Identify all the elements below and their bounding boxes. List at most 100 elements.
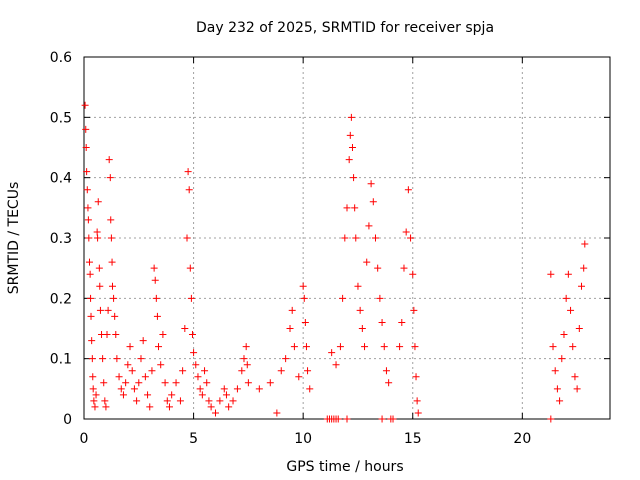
data-point (286, 325, 294, 332)
data-point (105, 156, 113, 164)
data-point (110, 294, 118, 302)
data-point (85, 258, 93, 266)
data-point (229, 397, 237, 405)
data-point (117, 385, 125, 393)
data-point (266, 379, 274, 387)
data-point (304, 367, 312, 375)
data-point (558, 355, 566, 363)
data-point (351, 204, 359, 212)
data-point (82, 125, 90, 133)
data-point (367, 180, 375, 188)
data-point (352, 234, 360, 242)
data-point (553, 385, 561, 393)
data-point (203, 379, 211, 387)
data-point (126, 343, 134, 351)
data-point (152, 294, 160, 302)
data-point (580, 264, 588, 272)
data-point (569, 343, 577, 351)
data-point (112, 331, 120, 339)
data-point (198, 391, 206, 399)
data-point (343, 415, 351, 423)
x-tick-label: 15 (404, 431, 422, 447)
y-tick-labels: 0 0.1 0.2 0.3 0.4 0.5 0.6 (50, 50, 72, 428)
data-point (411, 343, 419, 351)
data-point (81, 101, 89, 109)
data-point (547, 415, 555, 423)
data-point (238, 367, 246, 375)
data-point (91, 403, 99, 411)
data-point (295, 373, 303, 381)
data-point (413, 397, 421, 405)
x-tick-label: 5 (189, 431, 198, 447)
data-point (222, 391, 230, 399)
data-point (108, 282, 116, 290)
data-point (244, 379, 252, 387)
data-point (332, 361, 340, 369)
data-point (186, 264, 194, 272)
data-points (81, 101, 589, 423)
data-point (205, 397, 213, 405)
data-point (82, 144, 90, 151)
data-point (288, 306, 296, 314)
data-point (549, 343, 557, 351)
data-point (376, 294, 384, 302)
data-point (99, 355, 107, 363)
data-point (190, 349, 198, 357)
data-point (277, 367, 285, 375)
data-point (385, 379, 393, 387)
data-point (225, 403, 233, 411)
data-point (348, 144, 356, 151)
data-point (185, 186, 193, 194)
data-point (89, 373, 97, 381)
data-point (159, 331, 167, 339)
data-point (135, 379, 143, 387)
data-point (201, 367, 209, 375)
data-point (86, 270, 94, 278)
data-point (220, 385, 228, 393)
data-point (347, 113, 355, 121)
data-point (414, 409, 422, 417)
data-point (290, 343, 298, 351)
data-point (128, 367, 136, 375)
x-tick-label: 20 (513, 431, 531, 447)
data-point (336, 343, 344, 351)
data-point (151, 276, 159, 284)
data-point (115, 373, 123, 381)
y-tick-label: 0.5 (50, 110, 72, 126)
data-point (113, 355, 121, 363)
data-point (380, 343, 388, 351)
data-point (556, 397, 564, 405)
data-point (165, 403, 173, 411)
data-point (181, 325, 189, 332)
data-point (92, 391, 100, 399)
data-point (183, 234, 191, 242)
x-tick-labels: 0 5 10 15 20 (80, 431, 532, 447)
data-point (382, 367, 390, 375)
data-point (122, 379, 130, 387)
data-point (282, 355, 290, 363)
data-point (378, 318, 386, 326)
data-point (581, 240, 589, 248)
data-point (88, 355, 96, 363)
data-point (163, 397, 171, 405)
data-point (343, 204, 351, 212)
x-tick-label: 0 (80, 431, 89, 447)
y-tick-label: 0.6 (50, 50, 72, 66)
data-point (398, 318, 406, 326)
data-point (255, 385, 263, 393)
data-point (567, 306, 575, 314)
data-point (363, 258, 371, 266)
data-point (94, 234, 102, 242)
data-point (119, 391, 127, 399)
data-point (184, 168, 192, 176)
y-tick-label: 0.3 (50, 231, 72, 247)
data-point (345, 156, 353, 164)
data-point (369, 198, 377, 206)
data-point (410, 306, 418, 314)
data-point (575, 325, 583, 332)
data-point (84, 204, 92, 212)
data-point (148, 367, 156, 375)
data-point (88, 337, 96, 345)
data-point (212, 409, 219, 417)
data-point (400, 264, 408, 272)
